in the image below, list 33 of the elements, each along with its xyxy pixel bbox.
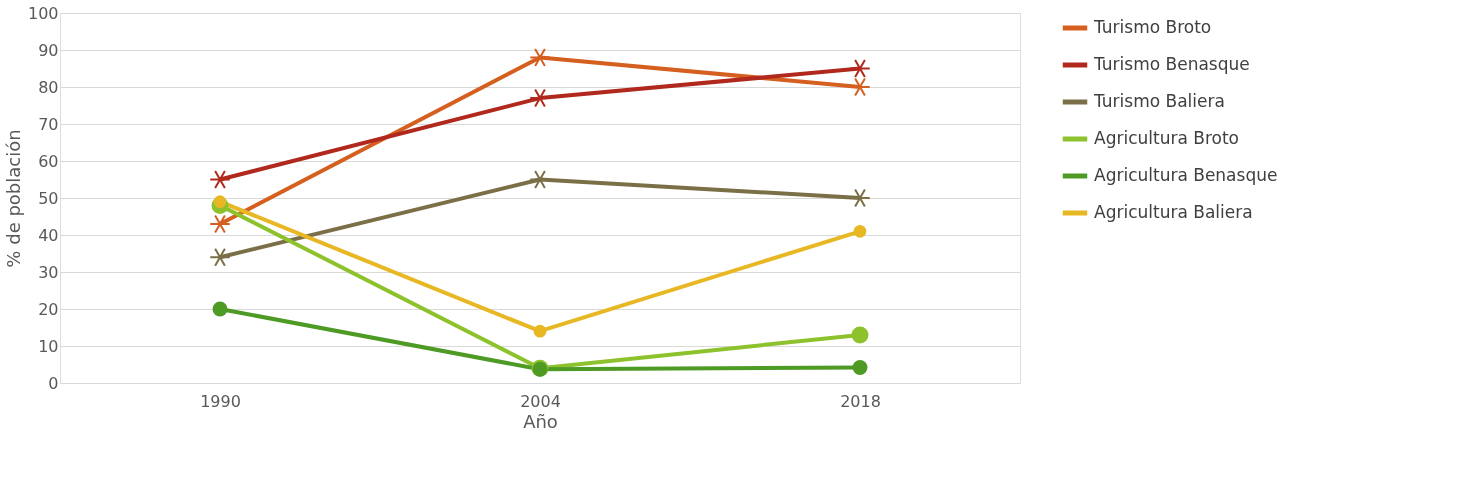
legend-label: Turismo Baliera [1093,91,1225,111]
y-tick-label: 70 [38,114,59,134]
x-tick-label: 1990 [200,391,241,411]
y-tick-label: 80 [38,77,59,97]
y-tick-label: 40 [38,225,59,245]
point [209,247,231,267]
point [851,326,869,344]
point [853,224,867,238]
y-tick-label: 60 [38,151,59,171]
y-tick-label: 20 [38,299,59,319]
y-axis-title: % de población [2,129,24,268]
point [213,195,227,209]
point [209,170,231,189]
point [849,59,871,78]
x-tick-label: 2004 [520,391,561,411]
point [209,214,231,234]
y-tick-label: 0 [48,373,59,393]
legend-label: Agricultura Broto [1094,128,1239,148]
point [529,47,551,67]
y-tick-label: 50 [38,188,59,208]
point [212,301,228,317]
y-tick-label: 10 [38,336,59,356]
legend-label: Turismo Broto [1093,17,1212,37]
y-tick-label: 30 [38,262,59,282]
x-axis-title: Año [523,410,558,432]
point [533,324,547,338]
x-tick-label: 2018 [840,391,881,411]
y-tick-label: 100 [27,3,59,23]
point [852,359,868,375]
legend-label: Agricultura Benasque [1094,165,1278,185]
legend-label: Turismo Benasque [1093,54,1250,74]
legend-label: Agricultura Baliera [1094,202,1253,222]
y-tick-label: 90 [38,40,59,60]
